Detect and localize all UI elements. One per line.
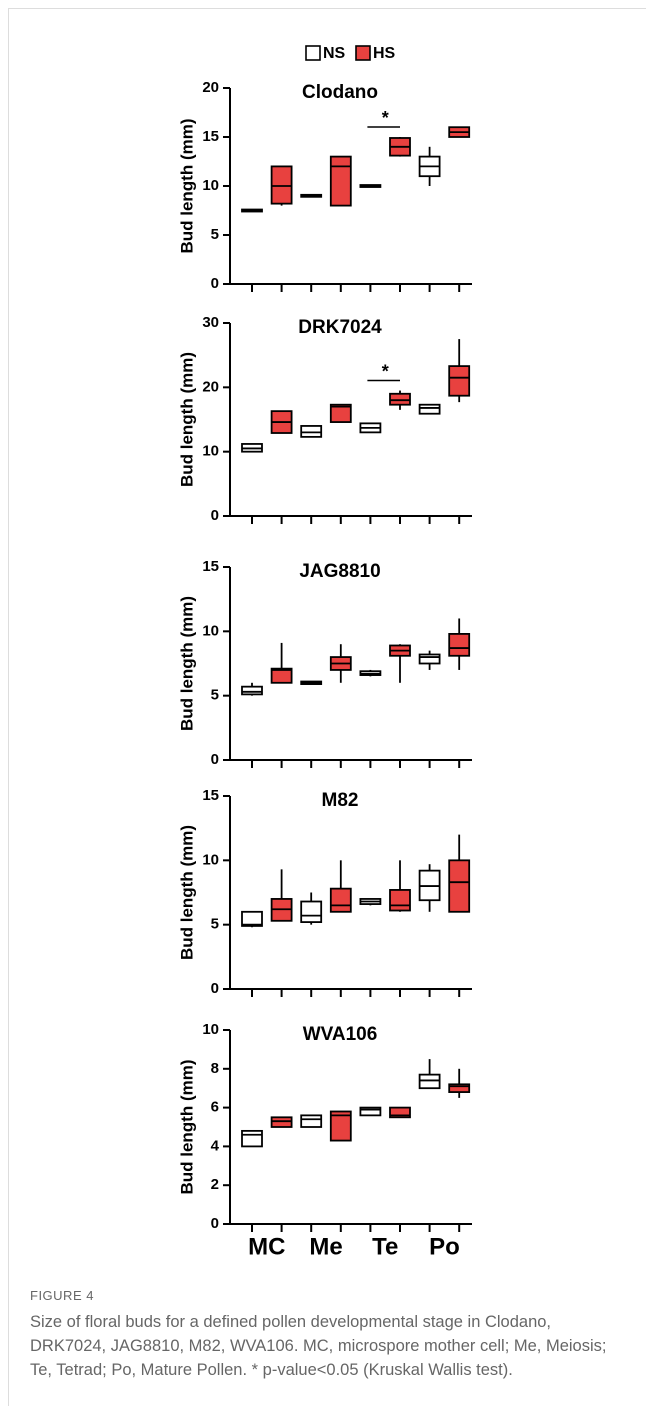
- box: [329, 887, 352, 913]
- y-tick-label: 6: [211, 1099, 219, 1116]
- significance-label: *: [382, 361, 389, 381]
- y-tick-label: 0: [211, 507, 219, 524]
- y-tick-label: 0: [211, 751, 219, 768]
- x-tick-label: Po: [429, 1233, 460, 1260]
- y-tick-label: 30: [202, 314, 219, 331]
- y-tick-label: 2: [211, 1176, 219, 1193]
- chart-title: DRK7024: [298, 317, 382, 338]
- box: [270, 165, 293, 205]
- y-tick-label: 20: [202, 378, 219, 395]
- y-tick-label: 15: [202, 787, 219, 804]
- box: [448, 859, 471, 913]
- box: [329, 155, 352, 207]
- box: [300, 900, 323, 923]
- box: [329, 1110, 352, 1142]
- y-tick-label: 5: [211, 916, 219, 933]
- legend-swatch: [355, 45, 371, 61]
- x-tick-label: Te: [372, 1233, 398, 1260]
- y-tick-label: 10: [202, 177, 219, 194]
- box: [389, 392, 411, 406]
- frame: [8, 8, 9, 1406]
- legend-label: HS: [373, 45, 396, 62]
- figure-caption: Size of floral buds for a defined pollen…: [30, 1313, 607, 1379]
- chart-title: JAG8810: [299, 561, 380, 582]
- y-tick-label: 8: [211, 1060, 219, 1077]
- legend-swatch: [305, 45, 321, 61]
- y-tick-label: 10: [202, 1021, 219, 1038]
- y-tick-label: 5: [211, 226, 219, 243]
- box: [418, 1073, 441, 1090]
- y-axis-label: Bud length (mm): [177, 1059, 196, 1194]
- box: [389, 889, 411, 912]
- y-axis-label: Bud length (mm): [177, 352, 196, 487]
- x-tick-label: Me: [309, 1233, 342, 1260]
- box: [448, 633, 471, 657]
- x-tick-label: MC: [248, 1233, 285, 1260]
- y-tick-label: 10: [202, 851, 219, 868]
- y-tick-label: 10: [202, 443, 219, 460]
- box: [448, 365, 471, 397]
- box: [389, 1106, 411, 1119]
- box: [241, 685, 263, 696]
- significance-label: *: [382, 108, 389, 128]
- frame: [8, 8, 646, 9]
- box: [270, 667, 293, 684]
- y-tick-label: 0: [211, 275, 219, 292]
- box: [241, 910, 263, 927]
- box: [241, 1129, 263, 1148]
- y-tick-label: 5: [211, 687, 219, 704]
- y-tick-label: 10: [202, 622, 219, 639]
- y-tick-label: 4: [211, 1137, 220, 1154]
- box: [418, 403, 441, 415]
- box: [300, 425, 323, 438]
- y-tick-label: 0: [211, 1215, 219, 1232]
- box: [329, 403, 352, 423]
- y-axis-label: Bud length (mm): [177, 596, 196, 731]
- y-tick-label: 15: [202, 558, 219, 575]
- y-tick-label: 15: [202, 128, 219, 145]
- box: [300, 1114, 323, 1128]
- figure-label: FIGURE 4: [30, 1288, 94, 1303]
- y-axis-label: Bud length (mm): [177, 118, 196, 253]
- box: [418, 653, 441, 665]
- y-tick-label: 0: [211, 980, 219, 997]
- y-tick-label: 20: [202, 79, 219, 96]
- chart-title: WVA106: [303, 1024, 378, 1045]
- chart-title: M82: [322, 790, 359, 811]
- y-axis-label: Bud length (mm): [177, 825, 196, 960]
- box: [359, 1106, 382, 1117]
- chart-title: Clodano: [302, 82, 378, 103]
- box: [448, 1083, 471, 1093]
- legend-label: NS: [323, 45, 346, 62]
- box: [270, 1116, 293, 1128]
